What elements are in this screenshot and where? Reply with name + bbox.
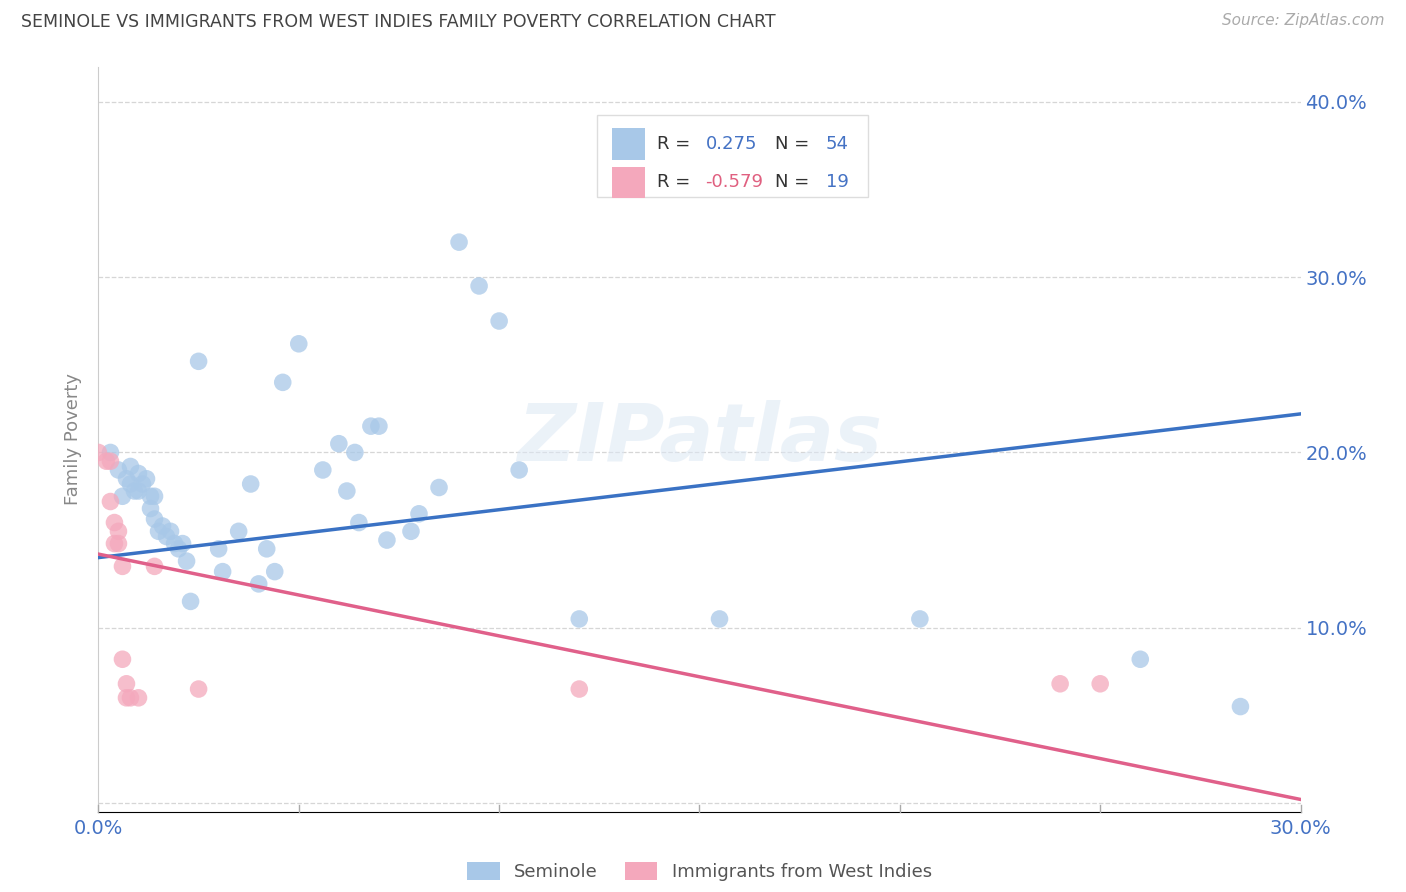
- Point: [143, 512, 166, 526]
- Text: R =: R =: [658, 135, 696, 153]
- Point: [239, 477, 262, 491]
- Point: [508, 463, 530, 477]
- Point: [111, 489, 134, 503]
- Point: [128, 467, 150, 481]
- Point: [148, 524, 170, 539]
- Point: [468, 279, 491, 293]
- Point: [211, 565, 233, 579]
- Point: [163, 536, 186, 550]
- Point: [143, 559, 166, 574]
- Point: [336, 483, 359, 498]
- Point: [180, 594, 202, 608]
- Text: N =: N =: [775, 174, 815, 192]
- Point: [120, 459, 142, 474]
- Point: [100, 454, 122, 468]
- Point: [368, 419, 391, 434]
- Point: [124, 483, 146, 498]
- Point: [1088, 677, 1111, 691]
- Point: [100, 445, 122, 459]
- Point: [568, 681, 591, 696]
- Point: [111, 559, 134, 574]
- Text: 19: 19: [825, 174, 849, 192]
- Point: [159, 524, 181, 539]
- Point: [128, 483, 150, 498]
- Point: [408, 507, 430, 521]
- Point: [288, 336, 311, 351]
- Text: N =: N =: [775, 135, 815, 153]
- Point: [360, 419, 382, 434]
- Point: [143, 489, 166, 503]
- Text: ZIPatlas: ZIPatlas: [517, 401, 882, 478]
- Point: [343, 445, 366, 459]
- Point: [111, 652, 134, 666]
- Point: [263, 565, 285, 579]
- Point: [256, 541, 278, 556]
- Point: [135, 472, 157, 486]
- Point: [87, 445, 110, 459]
- Point: [447, 235, 470, 249]
- Point: [247, 577, 270, 591]
- Point: [1049, 677, 1071, 691]
- Point: [568, 612, 591, 626]
- Point: [328, 436, 350, 450]
- Bar: [612, 167, 645, 198]
- Point: [115, 677, 138, 691]
- Text: R =: R =: [658, 174, 696, 192]
- Point: [172, 536, 194, 550]
- FancyBboxPatch shape: [598, 115, 868, 197]
- Text: 0.275: 0.275: [706, 135, 756, 153]
- Point: [709, 612, 731, 626]
- Point: [187, 681, 209, 696]
- Point: [103, 536, 125, 550]
- Point: [107, 536, 129, 550]
- Point: [427, 481, 450, 495]
- Text: SEMINOLE VS IMMIGRANTS FROM WEST INDIES FAMILY POVERTY CORRELATION CHART: SEMINOLE VS IMMIGRANTS FROM WEST INDIES …: [21, 13, 776, 31]
- Legend: Seminole, Immigrants from West Indies: Seminole, Immigrants from West Indies: [460, 855, 939, 888]
- Point: [103, 516, 125, 530]
- Point: [96, 454, 118, 468]
- Point: [155, 530, 177, 544]
- Point: [228, 524, 250, 539]
- Point: [131, 477, 153, 491]
- Point: [347, 516, 370, 530]
- Text: Source: ZipAtlas.com: Source: ZipAtlas.com: [1222, 13, 1385, 29]
- Point: [139, 501, 162, 516]
- Bar: [612, 128, 645, 160]
- Point: [1129, 652, 1152, 666]
- Point: [908, 612, 931, 626]
- Point: [107, 463, 129, 477]
- Y-axis label: Family Poverty: Family Poverty: [65, 374, 83, 505]
- Point: [128, 690, 150, 705]
- Point: [271, 376, 294, 390]
- Point: [488, 314, 510, 328]
- Point: [187, 354, 209, 368]
- Point: [152, 519, 174, 533]
- Point: [399, 524, 422, 539]
- Point: [115, 472, 138, 486]
- Text: 54: 54: [825, 135, 849, 153]
- Point: [167, 541, 190, 556]
- Point: [115, 690, 138, 705]
- Point: [107, 524, 129, 539]
- Point: [375, 533, 398, 547]
- Point: [312, 463, 335, 477]
- Point: [120, 477, 142, 491]
- Point: [1229, 699, 1251, 714]
- Point: [100, 494, 122, 508]
- Point: [208, 541, 231, 556]
- Text: -0.579: -0.579: [706, 174, 763, 192]
- Point: [176, 554, 198, 568]
- Point: [139, 489, 162, 503]
- Point: [120, 690, 142, 705]
